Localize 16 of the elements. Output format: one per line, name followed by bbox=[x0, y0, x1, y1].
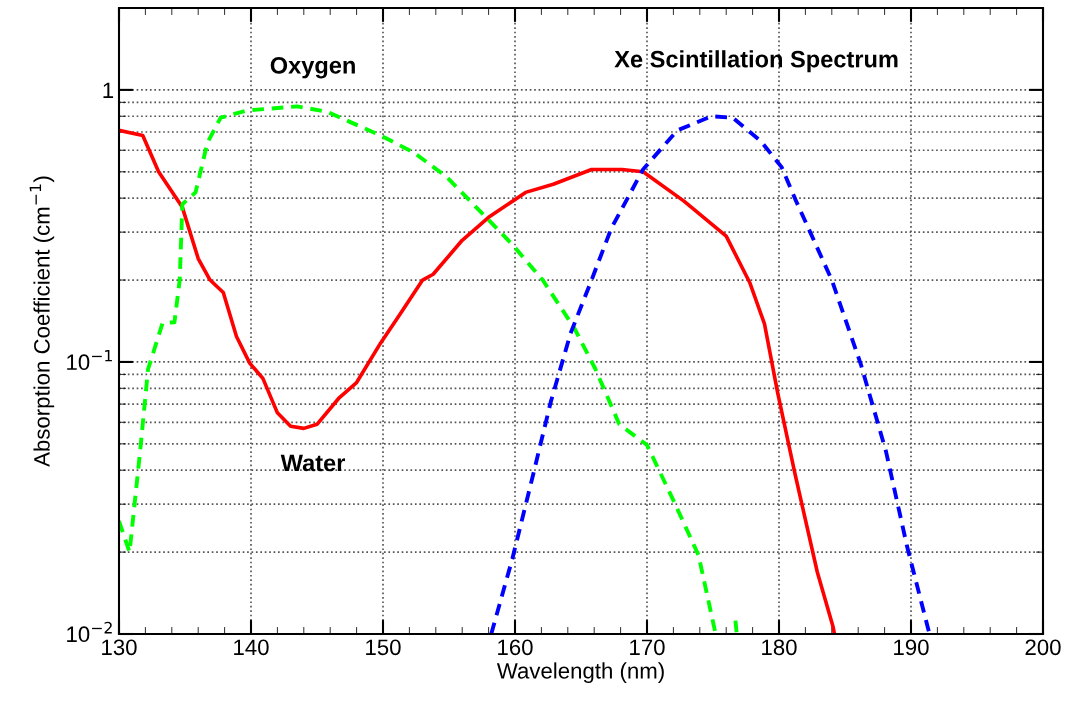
y-tick-label: 10$^{−1}$ bbox=[67, 350, 112, 371]
line-series bbox=[489, 114, 932, 634]
y-tick-label: 1 bbox=[103, 82, 114, 98]
y-axis-title: Absorption Coefficient (cm$^{−1}$) bbox=[29, 176, 55, 467]
x-tick-label: 180 bbox=[762, 639, 797, 656]
x-tick-label: 160 bbox=[498, 639, 533, 656]
x-tick-label: 190 bbox=[894, 639, 929, 656]
x-axis-title: Wavelength (nm) bbox=[496, 662, 664, 684]
line-series bbox=[119, 128, 837, 634]
x-tick-label: 140 bbox=[234, 639, 269, 656]
x-tick-label: 150 bbox=[366, 639, 401, 656]
series-label: Oxygen bbox=[270, 56, 355, 79]
series-label: Water bbox=[280, 454, 346, 472]
x-tick-label: 170 bbox=[630, 639, 665, 656]
x-tick-label: 200 bbox=[1025, 639, 1061, 656]
text: Xe Scintillation Spectrum bbox=[614, 50, 898, 73]
